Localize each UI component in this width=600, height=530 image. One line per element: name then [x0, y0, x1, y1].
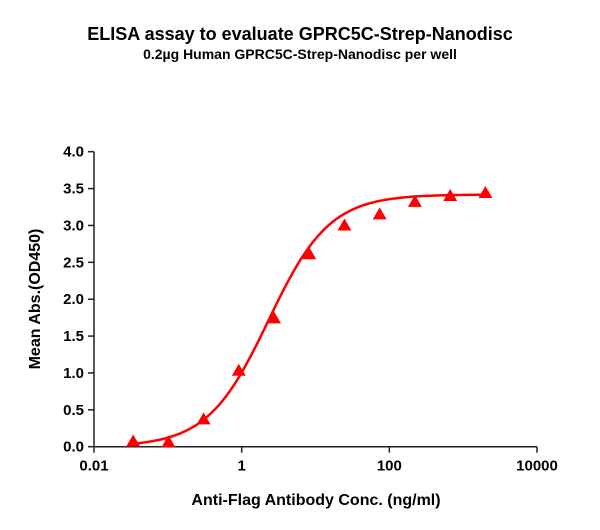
data-point-triangle [478, 186, 493, 198]
y-tick-label: 2.0 [63, 291, 84, 308]
x-tick-label: 1 [237, 458, 245, 475]
data-point-triangle [443, 188, 458, 201]
y-axis-label: Mean Abs.(OD450) [27, 229, 44, 370]
data-point-triangle [407, 194, 422, 207]
x-axis-label: Anti-Flag Antibody Conc. (ng/ml) [191, 492, 440, 509]
data-point-triangle [372, 207, 387, 220]
chart-subtitle: 0.2µg Human GPRC5C-Strep-Nanodisc per we… [143, 46, 457, 62]
y-tick-label: 1.5 [63, 328, 84, 345]
data-point-triangle [302, 247, 317, 260]
data-point-triangle [196, 412, 211, 425]
y-tick-label: 3.0 [63, 217, 84, 234]
data-point-triangle [126, 434, 141, 447]
data-point-triangle [266, 311, 281, 324]
data-point-triangle [337, 218, 352, 231]
x-tick-label: 0.01 [79, 458, 108, 475]
fit-curve [133, 193, 486, 445]
y-tick-label: 4.0 [63, 144, 84, 161]
y-tick-label: 2.5 [63, 254, 84, 271]
y-tick-label: 3.5 [63, 181, 84, 198]
x-tick-label: 100 [377, 458, 402, 475]
y-tick-label: 0.0 [63, 439, 84, 456]
chart-title: ELISA assay to evaluate GPRC5C-Strep-Nan… [87, 24, 513, 44]
y-tick-label: 0.5 [63, 402, 84, 419]
data-point-triangle [231, 363, 246, 376]
data-point-triangle [161, 435, 176, 448]
x-tick-label: 10000 [516, 458, 558, 475]
y-tick-label: 1.0 [63, 365, 84, 382]
